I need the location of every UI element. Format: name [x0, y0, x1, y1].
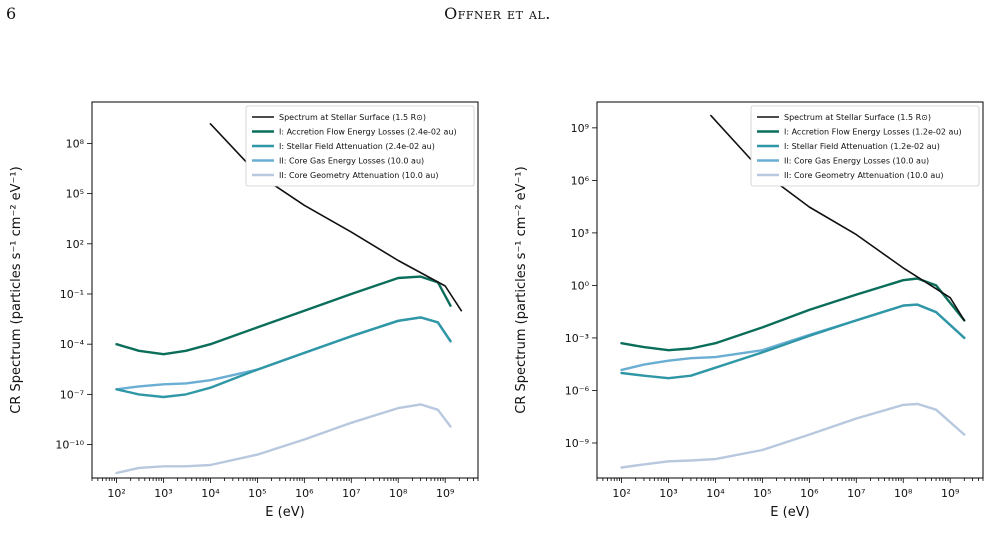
y-tick-label: 10⁸ — [66, 137, 85, 150]
x-tick-label: 10³ — [154, 487, 172, 500]
y-tick-label: 10³ — [571, 227, 589, 240]
legend-entry: II: Core Gas Energy Losses (10.0 au) — [279, 157, 424, 166]
y-tick-label: 10⁰ — [571, 279, 590, 292]
series-line — [115, 403, 452, 475]
x-tick-label: 10² — [107, 487, 125, 500]
y-tick-label: 10⁻¹⁰ — [55, 439, 84, 452]
series-line — [620, 303, 966, 380]
legend-entry: II: Core Geometry Attenuation (10.0 au) — [784, 171, 943, 180]
x-tick-label: 10⁹ — [436, 487, 454, 500]
y-tick-label: 10⁻⁴ — [60, 338, 85, 351]
legend-entry: Spectrum at Stellar Surface (1.5 R⊙) — [784, 113, 931, 122]
y-tick-label: 10⁶ — [571, 174, 590, 187]
legend-entry: II: Core Geometry Attenuation (10.0 au) — [279, 171, 438, 180]
y-tick-label: 10⁻⁹ — [565, 437, 589, 450]
x-tick-label: 10² — [612, 487, 630, 500]
x-axis-label: E (eV) — [265, 505, 304, 520]
x-tick-label: 10⁵ — [753, 487, 771, 500]
x-tick-label: 10⁴ — [201, 487, 220, 500]
legend-entry: Spectrum at Stellar Surface (1.5 R⊙) — [279, 113, 426, 122]
legend-entry: I: Accretion Flow Energy Losses (2.4e-02… — [279, 128, 457, 137]
series-line — [620, 303, 966, 372]
x-tick-label: 10⁶ — [295, 487, 314, 500]
page-number: 6 — [6, 4, 17, 23]
x-tick-label: 10⁷ — [342, 487, 360, 500]
y-tick-label: 10⁻⁶ — [565, 384, 590, 397]
series-line — [620, 402, 966, 469]
x-tick-label: 10⁴ — [706, 487, 725, 500]
legend-entry: I: Accretion Flow Energy Losses (1.2e-02… — [784, 128, 962, 137]
running-head: Offner et al. — [444, 4, 551, 23]
legend-box — [245, 105, 475, 187]
legend-entry: II: Core Gas Energy Losses (10.0 au) — [784, 157, 929, 166]
series-group — [115, 122, 463, 475]
y-tick-label: 10⁹ — [571, 122, 589, 135]
x-axis-label: E (eV) — [770, 505, 809, 520]
chart-left: 10² 10³ 10⁴ 10⁵ 10⁶ 10⁷ 10⁸ 10⁹ 10⁻¹⁰ 10⁻⁷ 10⁻⁴ 10⁻… — [0, 90, 490, 530]
legend-entry: I: Stellar Field Attenuation (2.4e-02 au… — [279, 142, 435, 151]
chart-right: 10² 10³ 10⁴ 10⁵ 10⁶ 10⁷ 10⁸ 10⁹ 10⁻⁹ 10⁻⁶ 10⁻³ 10⁰ 1… — [505, 90, 995, 530]
plot-frame — [596, 101, 984, 479]
y-axis-label: CR Spectrum (particles s⁻¹ cm⁻² eV⁻¹) — [514, 166, 529, 413]
y-axis-label: CR Spectrum (particles s⁻¹ cm⁻² eV⁻¹) — [9, 166, 24, 413]
legend-box — [750, 105, 980, 187]
y-tick-label: 10² — [66, 238, 84, 251]
x-tick-label: 10⁷ — [847, 487, 865, 500]
x-tick-label: 10⁹ — [941, 487, 959, 500]
chart-right-svg: 10² 10³ 10⁴ 10⁵ 10⁶ 10⁷ 10⁸ 10⁹ 10⁻⁹ 10⁻⁶ 10⁻³ 10⁰ 1… — [514, 101, 984, 520]
plot-frame — [91, 101, 479, 479]
series-line — [115, 275, 452, 356]
x-tick-label: 10⁸ — [389, 487, 408, 500]
x-tick-label: 10⁶ — [800, 487, 819, 500]
legend-entry: I: Stellar Field Attenuation (1.2e-02 au… — [784, 142, 940, 151]
y-tick-label: 10⁻⁷ — [60, 388, 84, 401]
x-tick-label: 10⁸ — [894, 487, 913, 500]
y-tick-label: 10⁻¹ — [60, 288, 84, 301]
x-tick-label: 10³ — [659, 487, 677, 500]
x-tick-label: 10⁵ — [248, 487, 266, 500]
series-line — [115, 316, 452, 399]
chart-left-svg: 10² 10³ 10⁴ 10⁵ 10⁶ 10⁷ 10⁸ 10⁹ 10⁻¹⁰ 10⁻⁷ 10⁻⁴ 10⁻… — [9, 101, 479, 520]
y-tick-label: 10⁻³ — [565, 332, 589, 345]
y-tick-label: 10⁵ — [66, 188, 84, 201]
